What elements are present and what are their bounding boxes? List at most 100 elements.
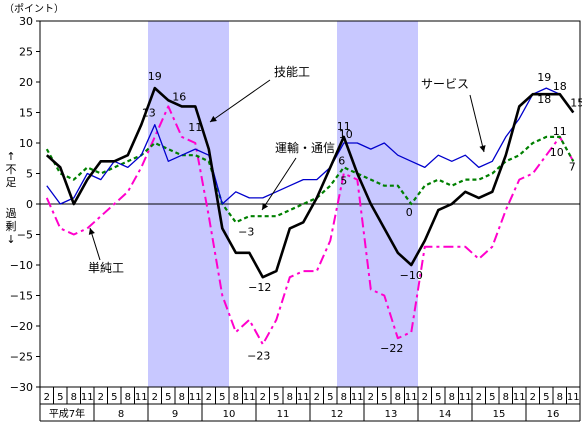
quarter-label: 2 xyxy=(368,392,374,403)
y-tick-label: 15 xyxy=(19,107,33,120)
quarter-label: 2 xyxy=(530,392,536,403)
series-annotation-3: 単純工 xyxy=(88,261,124,275)
year-label: 16 xyxy=(547,409,560,420)
series-line-3 xyxy=(45,105,575,346)
year-label: 15 xyxy=(493,409,506,420)
quarter-label: 11 xyxy=(81,392,94,403)
quarter-label: 5 xyxy=(111,392,117,403)
quarter-label: 2 xyxy=(260,392,266,403)
data-label: 13 xyxy=(142,107,156,120)
quarter-label: 11 xyxy=(135,392,148,403)
y-axis-label-excess: 過剰 ↓ xyxy=(5,207,17,246)
y-tick-label: −20 xyxy=(10,320,33,333)
quarter-label: 2 xyxy=(422,392,428,403)
series-line-0 xyxy=(45,86,575,279)
year-label: 10 xyxy=(223,409,236,420)
data-label: −22 xyxy=(380,342,403,355)
year-label: 平成7年 xyxy=(49,407,85,420)
data-label: −3 xyxy=(238,225,254,238)
quarter-label: 11 xyxy=(351,392,364,403)
y-tick-label: 20 xyxy=(19,76,33,89)
annotation-arrowhead-1 xyxy=(479,145,486,152)
data-label: 10 xyxy=(550,146,564,159)
series-annotation-1: サービス xyxy=(421,77,469,91)
data-label: 11 xyxy=(553,125,567,138)
quarter-label: 11 xyxy=(513,392,526,403)
quarter-label: 8 xyxy=(125,392,131,403)
quarter-label: 8 xyxy=(233,392,239,403)
y-tick-label: −25 xyxy=(10,351,33,364)
y-tick-label: 0 xyxy=(26,198,33,211)
quarter-label: 11 xyxy=(189,392,202,403)
data-label: −12 xyxy=(248,281,271,294)
data-label: 16 xyxy=(172,90,186,103)
quarter-label: 5 xyxy=(273,392,279,403)
quarter-label: 11 xyxy=(297,392,310,403)
y-tick-label: 30 xyxy=(19,15,33,28)
quarter-label: 2 xyxy=(314,392,320,403)
year-label: 9 xyxy=(172,409,178,420)
quarter-label: 8 xyxy=(71,392,77,403)
year-label: 12 xyxy=(331,409,344,420)
quarter-label: 8 xyxy=(341,392,347,403)
quarter-label: 8 xyxy=(557,392,563,403)
annotation-arrowhead-2 xyxy=(262,203,269,210)
quarter-label: 2 xyxy=(44,392,50,403)
quarter-label: 8 xyxy=(449,392,455,403)
data-label: 11 xyxy=(337,120,351,133)
year-label: 13 xyxy=(385,409,398,420)
quarter-label: 2 xyxy=(98,392,104,403)
year-label: 11 xyxy=(277,409,290,420)
quarter-label: 11 xyxy=(459,392,472,403)
quarter-label: 2 xyxy=(206,392,212,403)
y-tick-label: −30 xyxy=(10,381,33,394)
quarter-label: 2 xyxy=(152,392,158,403)
quarter-label: 5 xyxy=(543,392,549,403)
year-label: 8 xyxy=(118,409,124,420)
quarter-label: 5 xyxy=(165,392,171,403)
data-label: 18 xyxy=(537,93,551,106)
y-tick-label: 5 xyxy=(26,168,33,181)
y-tick-label: 10 xyxy=(19,137,33,150)
quarter-label: 5 xyxy=(489,392,495,403)
series-annotation-0: 技能工 xyxy=(274,65,310,79)
data-label: −10 xyxy=(400,269,423,282)
quarter-label: 5 xyxy=(219,392,225,403)
data-label: 6 xyxy=(338,154,345,167)
annotation-arrowhead-3 xyxy=(88,228,95,235)
annotation-pointer-2 xyxy=(261,157,297,211)
data-label: 10 xyxy=(339,128,353,141)
series-annotation-2: 運輸・通信 xyxy=(275,140,335,155)
quarter-label: 5 xyxy=(327,392,333,403)
data-label: 0 xyxy=(406,206,413,219)
y-axis-label-shortage: ↑ 不足 xyxy=(5,150,17,189)
quarter-label: 5 xyxy=(381,392,387,403)
y-tick-label: −10 xyxy=(10,259,33,272)
y-tick-label: −15 xyxy=(10,290,33,303)
quarter-label: 5 xyxy=(435,392,441,403)
data-label: 19 xyxy=(148,70,162,83)
data-label: −23 xyxy=(247,349,270,362)
y-unit-label: （ポイント） xyxy=(4,4,64,15)
quarter-label: 8 xyxy=(395,392,401,403)
series-line-1 xyxy=(46,87,574,205)
annotation-pointer-1 xyxy=(469,94,485,153)
quarter-label: 2 xyxy=(476,392,482,403)
series-line-2 xyxy=(45,135,575,224)
y-tick-label: 25 xyxy=(19,46,33,59)
data-label: 15 xyxy=(570,97,582,110)
quarter-label: 11 xyxy=(567,392,580,403)
data-label: 5 xyxy=(340,175,347,188)
quarter-label: 11 xyxy=(405,392,418,403)
year-label: 14 xyxy=(439,409,452,420)
quarter-label: 5 xyxy=(57,392,63,403)
annotation-pointer-0 xyxy=(209,79,271,123)
quarter-label: 8 xyxy=(503,392,509,403)
quarter-label: 11 xyxy=(243,392,256,403)
quarter-label: 8 xyxy=(287,392,293,403)
data-label: 11 xyxy=(188,121,202,134)
data-label: 7 xyxy=(569,160,576,173)
y-tick-label: −5 xyxy=(17,229,33,242)
quarter-label: 8 xyxy=(179,392,185,403)
